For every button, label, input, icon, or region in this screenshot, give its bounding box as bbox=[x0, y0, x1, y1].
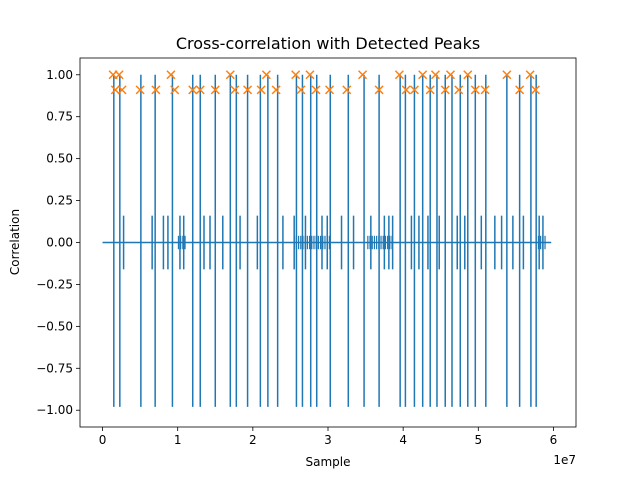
peak-marker bbox=[401, 85, 411, 95]
peak-marker bbox=[117, 85, 127, 95]
peak-marker bbox=[170, 85, 180, 95]
peak-marker bbox=[243, 85, 253, 95]
peak-marker bbox=[342, 85, 352, 95]
peak-marker bbox=[195, 85, 205, 95]
x-tick-label: 5 bbox=[474, 433, 482, 447]
peak-marker bbox=[445, 70, 456, 80]
peak-marker bbox=[324, 85, 335, 95]
chart-title: Cross-correlation with Detected Peaks bbox=[176, 34, 480, 53]
peak-marker bbox=[480, 85, 490, 95]
y-tick-label: 0.25 bbox=[46, 194, 73, 208]
peak-marker bbox=[418, 70, 428, 80]
peak-marker bbox=[430, 70, 440, 80]
peak-marker bbox=[291, 70, 301, 80]
y-tick-label: 0.75 bbox=[46, 110, 73, 124]
peak-marker bbox=[515, 85, 525, 95]
peak-marker bbox=[454, 85, 464, 95]
y-tick-label: −0.75 bbox=[36, 361, 73, 375]
peak-marker bbox=[256, 85, 266, 95]
peak-marker bbox=[261, 70, 271, 80]
x-tick-label: 1 bbox=[174, 433, 182, 447]
plot-area bbox=[102, 70, 552, 407]
peak-marker bbox=[409, 85, 419, 95]
peak-marker bbox=[305, 70, 315, 80]
peak-marker bbox=[470, 85, 480, 95]
x-tick-label: 2 bbox=[249, 433, 257, 447]
x-tick-label: 4 bbox=[399, 433, 407, 447]
x-axis-offset-label: 1e7 bbox=[553, 453, 576, 467]
y-tick-label: −1.00 bbox=[36, 403, 73, 417]
peak-marker bbox=[425, 85, 435, 95]
y-axis-label: Correlation bbox=[8, 209, 22, 275]
peak-marker bbox=[188, 85, 198, 95]
peak-marker bbox=[135, 85, 145, 95]
peak-marker bbox=[110, 85, 120, 95]
y-tick-label: −0.50 bbox=[36, 319, 73, 333]
peak-marker bbox=[394, 70, 404, 80]
peak-marker bbox=[502, 70, 512, 80]
peak-marker bbox=[525, 70, 535, 80]
peak-marker bbox=[151, 85, 161, 95]
peak-marker bbox=[114, 70, 124, 80]
y-tick-label: 1.00 bbox=[46, 68, 73, 82]
peak-marker bbox=[166, 70, 176, 80]
y-axis: −1.00 −0.75 −0.50 −0.25 0.00 0.25 0.50 0.75 1.00 bbox=[36, 68, 80, 417]
x-axis: 0 1 2 3 4 5 6 bbox=[99, 427, 558, 447]
peak-marker bbox=[440, 85, 450, 95]
peak-marker bbox=[230, 85, 240, 95]
y-tick-label: 0.50 bbox=[46, 152, 73, 166]
x-axis-label: Sample bbox=[306, 455, 351, 469]
peak-marker bbox=[463, 70, 473, 80]
peak-marker bbox=[530, 85, 540, 95]
peak-marker bbox=[271, 85, 281, 95]
peak-marker bbox=[311, 85, 321, 95]
peak-marker bbox=[210, 85, 220, 95]
x-tick-label: 6 bbox=[550, 433, 558, 447]
peak-marker bbox=[374, 85, 384, 95]
peak-marker bbox=[296, 85, 306, 95]
y-tick-label: −0.25 bbox=[36, 277, 73, 291]
y-tick-label: 0.00 bbox=[46, 236, 73, 250]
x-tick-label: 3 bbox=[324, 433, 332, 447]
x-tick-label: 0 bbox=[99, 433, 107, 447]
peak-marker bbox=[358, 70, 368, 80]
peak-marker bbox=[225, 70, 235, 80]
